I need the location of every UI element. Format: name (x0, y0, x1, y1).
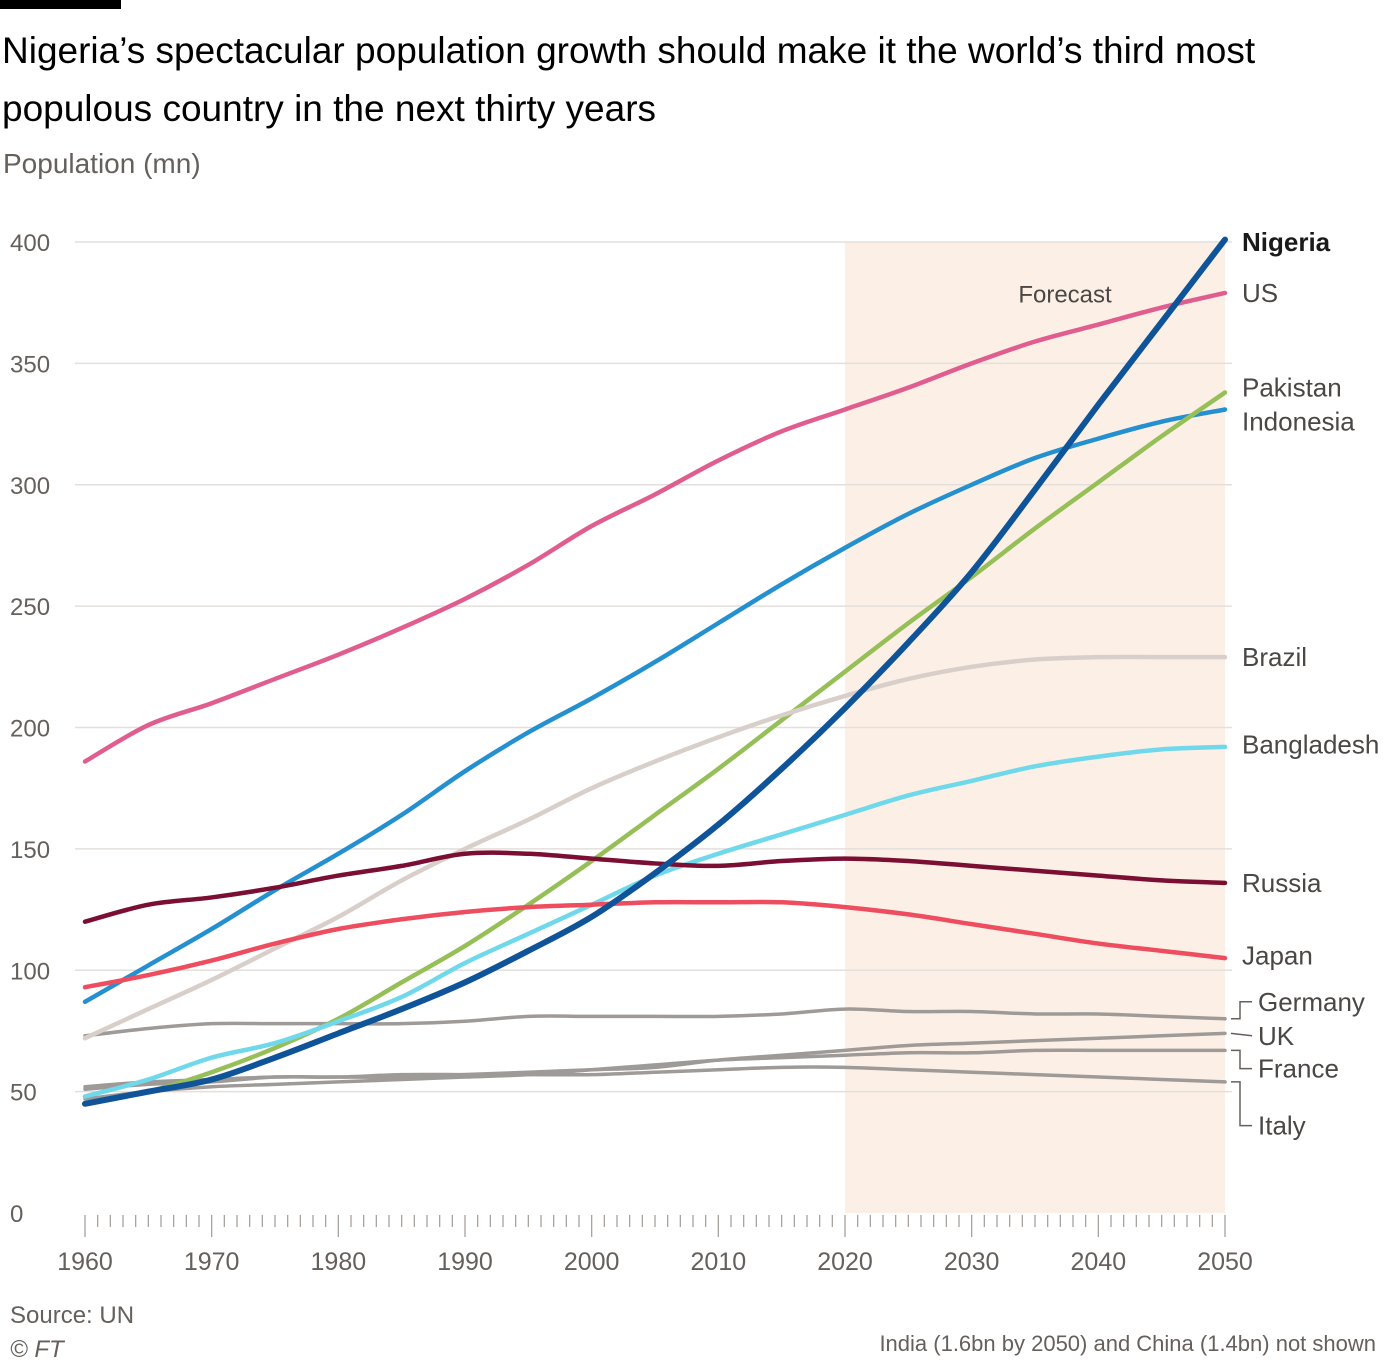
leader-uk (1230, 1032, 1253, 1037)
end-label-uk: UK (1258, 1021, 1295, 1051)
series-line-brazil (82, 654, 1228, 1041)
x-tick-label: 2020 (817, 1248, 873, 1276)
x-tick-label: 2040 (1071, 1248, 1127, 1276)
series-line-nigeria (82, 236, 1228, 1107)
end-label-france: France (1258, 1054, 1339, 1084)
series-line-france (83, 1048, 1227, 1101)
x-tick-label: 1960 (57, 1248, 113, 1276)
end-label-indonesia: Indonesia (1242, 407, 1355, 437)
source-note: Source: UN (10, 1302, 135, 1329)
y-tick-label: 200 (10, 716, 50, 743)
series-line-indonesia (82, 407, 1228, 1005)
end-label-italy: Italy (1258, 1111, 1306, 1141)
footnote: India (1.6bn by 2050) and China (1.4bn) … (879, 1331, 1376, 1356)
x-tick-label: 1980 (311, 1248, 367, 1276)
series-line-japan (82, 899, 1228, 990)
series-line-pakistan (82, 390, 1228, 1107)
y-tick-label: 250 (10, 594, 50, 621)
x-tick-label: 1990 (437, 1248, 493, 1276)
chart-title: Nigeria’s spectacular population growth … (2, 30, 1256, 129)
y-tick-label: 400 (10, 230, 50, 257)
series-line-russia (82, 850, 1228, 924)
end-label-nigeria: Nigeria (1242, 227, 1331, 257)
y-tick-label: 300 (10, 473, 50, 500)
x-tick-label: 2030 (944, 1248, 1000, 1276)
end-label-japan: Japan (1242, 941, 1313, 971)
end-label-bangladesh: Bangladesh (1242, 729, 1379, 759)
end-label-brazil: Brazil (1242, 642, 1307, 672)
end-label-us: US (1242, 278, 1278, 308)
copyright-note: © FT (10, 1336, 64, 1363)
y-tick-label: 100 (10, 958, 50, 985)
series-line-italy (83, 1065, 1227, 1091)
series-line-germany (83, 1007, 1227, 1038)
x-tick-label: 2000 (564, 1248, 620, 1276)
end-label-germany: Germany (1258, 987, 1365, 1017)
end-label-russia: Russia (1242, 868, 1322, 898)
x-tick-label: 2050 (1197, 1248, 1253, 1276)
ft-brand-bar (0, 0, 121, 9)
leader-france (1231, 1049, 1252, 1070)
line-chart: Forecast 0 50 100 150 200 250 300 350 400 1960 1970… (10, 227, 1379, 1276)
x-tick-label: 2010 (691, 1248, 747, 1276)
y-tick-label: 350 (10, 351, 50, 378)
leader-italy (1231, 1081, 1252, 1127)
x-tick-label: 1970 (184, 1248, 240, 1276)
series-line-us (82, 290, 1228, 764)
y-tick-label: 150 (10, 837, 50, 864)
forecast-label: Forecast (1018, 282, 1112, 309)
y-tick-label: 50 (10, 1080, 37, 1107)
leader-germany (1231, 1001, 1252, 1020)
y-axis-title: Population (mn) (3, 148, 201, 179)
y-tick-label: 0 (10, 1201, 23, 1228)
end-label-pakistan: Pakistan (1242, 373, 1342, 403)
